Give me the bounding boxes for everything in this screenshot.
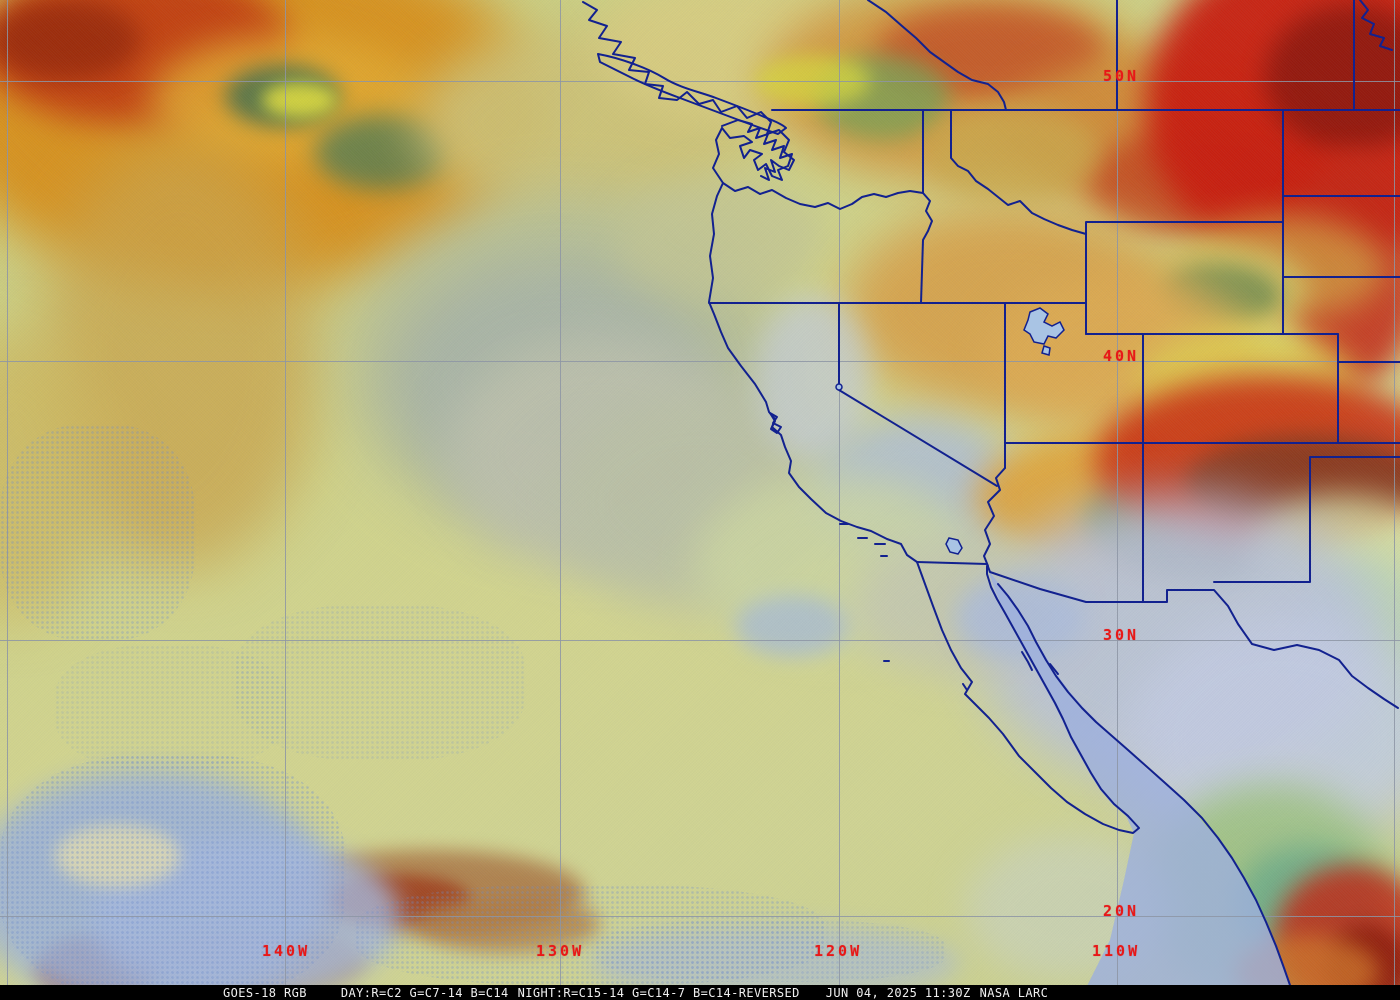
- product-label: GOES-18 RGB: [223, 985, 307, 1000]
- gridline-110w: [1117, 0, 1118, 985]
- salton-sea: [945, 537, 963, 555]
- longitude-label-120w: 120W: [814, 942, 863, 960]
- status-bar: GOES-18 RGB DAY:R=C2 G=C7-14 B=C14 NIGHT…: [0, 985, 1400, 1000]
- cloud-speckle-patch: [595, 920, 945, 982]
- cloud-blob: [415, 895, 600, 953]
- new-mexico-texas-borders: [1213, 456, 1400, 583]
- baja-california-coastline: [916, 561, 1140, 834]
- mono-lake: [835, 383, 843, 391]
- mexico-mainland-coastline: [997, 583, 1295, 1000]
- longitude-label-130w: 130W: [536, 942, 585, 960]
- cloud-speckle-patch: [235, 605, 525, 760]
- latitude-label-50n: 50N: [1103, 67, 1140, 85]
- cloud-blob: [1265, 5, 1400, 150]
- longitude-label-140w: 140W: [262, 942, 311, 960]
- latitude-label-30n: 30N: [1103, 626, 1140, 644]
- timestamp-label: JUN 04, 2025 11:30Z: [825, 985, 971, 1000]
- day-recipe-label: DAY:R=C2 G=C7-14 B=C14: [340, 985, 509, 1000]
- cloud-blob: [925, 105, 1100, 200]
- california-nevada-border: [838, 303, 998, 487]
- cloud-blob: [615, 175, 825, 300]
- gulf-of-california-water-fill: [988, 570, 1294, 1000]
- colorado-river-border: [983, 467, 1006, 567]
- cloud-speckle-patch: [0, 755, 345, 1000]
- us-mexico-border-rio-grande: [916, 561, 1399, 709]
- gridline-50n: [0, 81, 1400, 82]
- vancouver-island-coastline: [597, 53, 787, 135]
- gridline-30n: [0, 640, 1400, 641]
- san-francisco-bay: [769, 412, 782, 434]
- gulf-islands: [1021, 651, 1059, 675]
- cloud-blob: [0, 0, 140, 80]
- gridline-40n: [0, 361, 1400, 362]
- cloud-speckle-patch: [55, 645, 285, 770]
- gridline-130w: [560, 0, 561, 985]
- pacific-west-coastline: [708, 127, 918, 563]
- channel-islands: [839, 523, 968, 691]
- montana-idaho-border: [950, 109, 1087, 235]
- utah-lake: [1041, 345, 1051, 356]
- night-recipe-label: NIGHT:R=C15-14 G=C14-7 B=C14-REVERSED: [517, 985, 800, 1000]
- gridline-100w: [1394, 0, 1395, 985]
- columbia-river-border: [722, 182, 924, 210]
- cloud-blob: [262, 82, 337, 118]
- canada-river: [1359, 0, 1393, 51]
- latitude-label-40n: 40N: [1103, 347, 1140, 365]
- puget-sound-coastline: [721, 119, 793, 181]
- gridline-120w: [839, 0, 840, 985]
- cloud-speckle-patch: [355, 885, 825, 985]
- cloud-blob: [735, 595, 850, 657]
- cloud-blob: [55, 825, 180, 887]
- credit-label: NASA LARC: [979, 985, 1049, 1000]
- gridline-20n: [0, 916, 1400, 917]
- bc-alberta-border: [867, 0, 1007, 111]
- snake-river-oregon-idaho-border: [920, 192, 933, 304]
- gridline-150w: [7, 0, 8, 985]
- latitude-label-20n: 20N: [1103, 902, 1140, 920]
- great-salt-lake: [1023, 307, 1065, 345]
- gridline-140w: [285, 0, 286, 985]
- cloud-speckle-patch: [0, 425, 195, 640]
- wyoming-borders: [1085, 221, 1284, 335]
- longitude-label-110w: 110W: [1092, 942, 1141, 960]
